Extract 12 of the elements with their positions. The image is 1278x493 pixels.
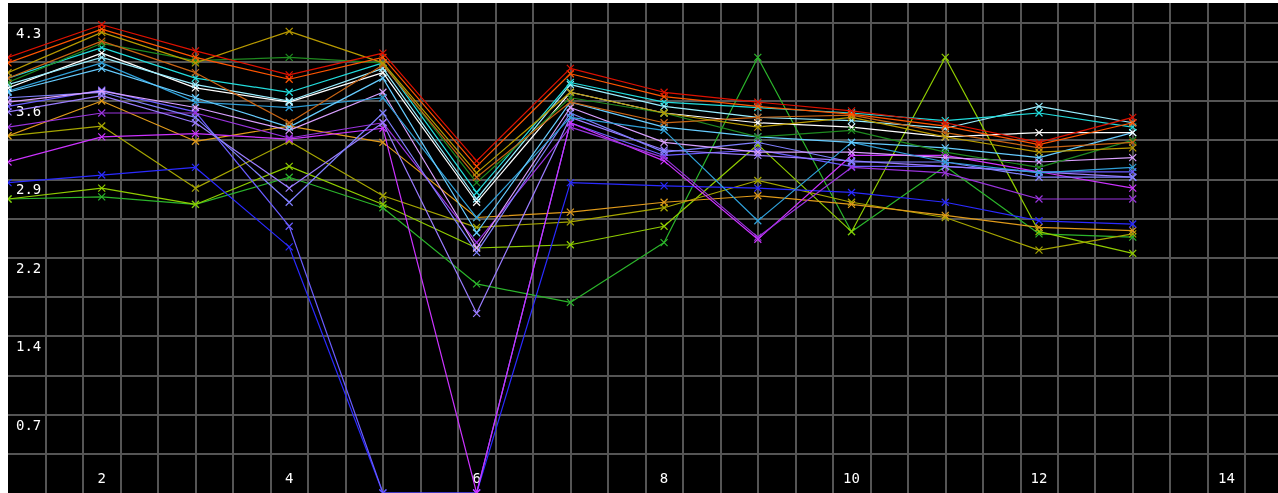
- x-tick-label: 2: [97, 470, 106, 486]
- x-tick-label: 8: [659, 470, 669, 486]
- y-tick-label: 0.7: [16, 416, 42, 433]
- x-tick-label: 6: [472, 470, 481, 486]
- x-tick-label: 10: [843, 470, 860, 486]
- y-tick-label: 2.2: [16, 259, 42, 276]
- x-tick-label: 14: [1218, 470, 1235, 486]
- y-tick-label: 1.4: [16, 338, 42, 355]
- x-tick-label: 4: [284, 470, 294, 486]
- y-tick-label: 2.9: [16, 181, 42, 198]
- x-tick-label: 12: [1030, 470, 1048, 486]
- y-tick-label: 4.3: [16, 24, 42, 41]
